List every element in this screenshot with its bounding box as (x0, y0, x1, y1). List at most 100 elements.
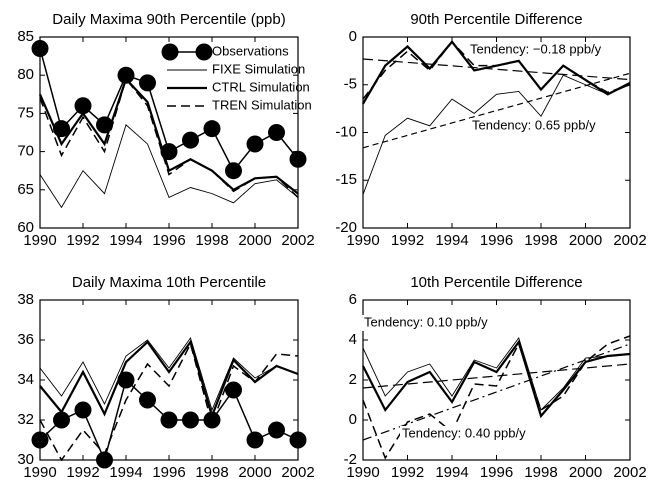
annotation: Tendency: 0.10 ppb/y (364, 314, 488, 329)
x-tick-label: 1994 (109, 232, 142, 249)
observation-marker (139, 391, 156, 409)
legend-label: FIXE Simulation (212, 61, 305, 76)
series-line (39, 124, 299, 209)
x-tick-label: 1996 (480, 464, 513, 481)
series-line (38, 76, 299, 195)
x-tick-label: 1990 (23, 464, 56, 481)
x-tick-label: 2002 (281, 232, 314, 249)
x-tick-label: 1992 (391, 232, 424, 249)
y-tick-label: -20 (335, 219, 357, 236)
annotation: Tendency: 0.65 ppb/y (472, 117, 596, 132)
y-tick-label: -10 (335, 123, 357, 140)
y-tick-label: 80 (17, 66, 34, 83)
y-tick-label: 60 (17, 219, 34, 236)
observation-marker (96, 451, 113, 469)
x-tick-label: 1992 (66, 464, 99, 481)
observation-marker (53, 411, 70, 429)
y-tick-label: 2 (349, 371, 357, 388)
legend-marker (195, 43, 213, 61)
x-tick-label: 1998 (195, 464, 228, 481)
observation-marker (268, 124, 285, 141)
y-tick-label: 70 (17, 143, 34, 160)
x-tick-label: 1998 (195, 232, 228, 249)
x-tick-label: 1990 (346, 464, 379, 481)
series-line (39, 341, 299, 462)
x-tick-label: 2002 (281, 464, 314, 481)
x-tick-label: 2002 (613, 232, 646, 249)
observation-marker (74, 401, 92, 419)
annotation: Tendency: 0.40 ppb/y (402, 425, 526, 440)
trend-line (362, 343, 631, 441)
observation-marker (225, 162, 242, 180)
observation-marker (289, 150, 307, 168)
x-tick-label: 1994 (109, 464, 142, 481)
y-tick-label: 75 (17, 104, 34, 121)
observation-marker (225, 381, 242, 399)
y-tick-label: -5 (344, 76, 357, 93)
x-tick-label: 1990 (23, 232, 56, 249)
series-line (362, 40, 631, 100)
series-line (39, 336, 299, 412)
panel-title: Daily Maxima 90th Percentile (ppb) (52, 11, 285, 28)
y-tick-label: 38 (17, 291, 34, 308)
observation-marker (31, 431, 49, 449)
observation-marker (203, 120, 221, 138)
series-line (362, 74, 631, 195)
x-tick-label: 1996 (152, 464, 185, 481)
legend-marker (161, 43, 179, 61)
observation-marker (160, 411, 178, 429)
y-tick-label: 34 (17, 371, 34, 388)
observation-marker (268, 421, 285, 439)
panel-title: Daily Maxima 10th Percentile (72, 274, 266, 291)
observation-marker (117, 66, 135, 84)
observation-marker (246, 135, 264, 153)
legend-label: TREN Simulation (212, 97, 312, 112)
observation-marker (74, 97, 92, 115)
y-tick-label: 6 (349, 291, 357, 308)
legend-label: CTRL Simulation (212, 79, 310, 94)
observation-marker (117, 371, 135, 389)
observation-marker (203, 411, 221, 429)
x-tick-label: 1996 (152, 232, 185, 249)
x-tick-label: 1994 (435, 464, 468, 481)
annotation: Tendency: −0.18 ppb/y (470, 41, 602, 56)
observation-marker (182, 131, 199, 149)
observation-marker (289, 431, 307, 449)
x-tick-label: 1992 (66, 232, 99, 249)
legend-label: Observations (212, 43, 289, 58)
x-tick-label: 2000 (569, 232, 602, 249)
panel-title: 10th Percentile Difference (410, 274, 582, 291)
series-line (362, 339, 631, 419)
annotation-bg (468, 42, 606, 58)
y-tick-label: 0 (349, 411, 357, 428)
y-tick-label: 30 (17, 451, 34, 468)
annotation-bg (470, 118, 608, 134)
x-tick-label: 1990 (346, 232, 379, 249)
x-tick-label: 1998 (524, 464, 557, 481)
y-tick-label: 65 (17, 181, 34, 198)
annotation-bg (362, 315, 500, 331)
y-tick-label: 4 (349, 331, 357, 348)
y-tick-label: 32 (17, 411, 34, 428)
observation-marker (31, 39, 49, 57)
series-line (39, 77, 299, 198)
x-tick-label: 2000 (569, 464, 602, 481)
y-tick-label: 0 (349, 28, 357, 45)
y-tick-label: 36 (17, 331, 34, 348)
x-tick-label: 2002 (613, 464, 646, 481)
x-tick-label: 1998 (524, 232, 557, 249)
y-tick-label: 85 (17, 28, 34, 45)
x-tick-label: 1992 (391, 464, 424, 481)
x-tick-label: 1994 (435, 232, 468, 249)
series-line (362, 337, 631, 411)
observation-marker (246, 431, 264, 449)
x-tick-label: 1996 (480, 232, 513, 249)
observation-marker (182, 411, 199, 429)
observation-marker (139, 74, 156, 92)
series-line (362, 335, 631, 460)
x-tick-label: 2000 (238, 232, 271, 249)
y-tick-label: -15 (335, 171, 357, 188)
trend-line (362, 58, 631, 81)
panel-title: 90th Percentile Difference (410, 11, 582, 28)
